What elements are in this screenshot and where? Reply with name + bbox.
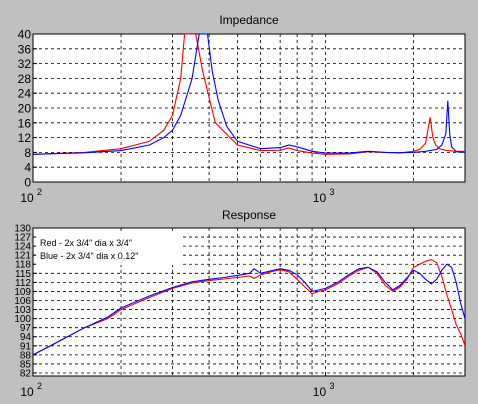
y-tick-label: 85	[20, 359, 32, 370]
y-tick-label: 124	[14, 242, 31, 253]
y-tick-label: 36	[18, 42, 32, 56]
y-tick-label: 28	[18, 72, 32, 86]
y-tick-label: 91	[20, 341, 32, 352]
response-x-ticks: 10 2 10 3	[20, 372, 334, 399]
impedance-title: Impedance	[219, 13, 279, 27]
y-tick-label: 109	[14, 287, 31, 298]
x-tick-label: 10	[20, 385, 34, 399]
legend-box	[36, 233, 182, 265]
response-legend: Red - 2x 3/4" dia x 3/4" Blue - 2x 3/4" …	[36, 233, 182, 265]
impedance-series	[33, 34, 465, 155]
red-series-line	[33, 34, 465, 155]
response-chart: Response 8285889194971001031061091121151…	[14, 208, 466, 399]
y-tick-label: 97	[20, 323, 32, 334]
blue-series-line	[33, 263, 465, 356]
x-tick-label: 10	[20, 191, 34, 205]
y-tick-label: 0	[24, 176, 31, 190]
y-tick-label: 127	[14, 233, 31, 244]
y-tick-label: 112	[15, 278, 31, 289]
y-tick-label: 4	[24, 161, 31, 175]
impedance-x-ticks: 10 2 10 3	[20, 178, 334, 205]
red-series-line	[33, 259, 465, 356]
x-tick-label: 10	[313, 385, 327, 399]
x-tick-exponent: 2	[37, 381, 42, 391]
y-tick-label: 88	[20, 350, 32, 361]
x-tick-exponent: 2	[37, 187, 42, 197]
blue-series-line	[33, 34, 465, 155]
y-tick-label: 40	[18, 28, 32, 42]
y-tick-label: 106	[14, 296, 31, 307]
y-tick-label: 32	[18, 57, 32, 71]
y-tick-label: 103	[14, 305, 31, 316]
legend-entry-blue: Blue - 2x 3/4" dia x 0.12"	[40, 251, 138, 261]
y-tick-label: 24	[18, 87, 32, 101]
y-tick-label: 121	[14, 251, 31, 262]
y-tick-label: 100	[14, 314, 31, 325]
y-tick-label: 8	[24, 146, 31, 160]
y-tick-label: 118	[15, 260, 31, 271]
y-tick-label: 20	[18, 102, 32, 116]
x-tick-exponent: 3	[329, 381, 334, 391]
y-tick-label: 94	[20, 332, 32, 343]
response-series	[33, 259, 465, 356]
response-title: Response	[222, 208, 276, 222]
response-y-ticks: 8285889194971001031061091121151181211241…	[14, 224, 37, 379]
x-tick-exponent: 3	[329, 187, 334, 197]
y-tick-label: 82	[20, 368, 32, 379]
y-tick-label: 16	[18, 116, 32, 130]
x-tick-label: 10	[313, 191, 327, 205]
y-tick-label: 130	[14, 224, 31, 235]
legend-entry-red: Red - 2x 3/4" dia x 3/4"	[40, 238, 132, 248]
y-tick-label: 115	[15, 269, 31, 280]
y-tick-label: 12	[18, 131, 32, 145]
response-grid	[33, 228, 465, 376]
